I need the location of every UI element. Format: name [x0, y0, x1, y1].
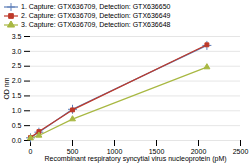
svg-text:1.5: 1.5 — [12, 92, 22, 99]
svg-text:2.0: 2.0 — [12, 77, 22, 84]
svg-text:1500: 1500 — [148, 148, 165, 156]
svg-text:3.5: 3.5 — [12, 33, 22, 40]
svg-text:1.0: 1.0 — [12, 107, 22, 114]
html-text:1. Capture: GTX636709, Detecti: 1. Capture: GTX636709, Detection: GTX636… — [21, 3, 171, 10]
html-text:2. Capture: GTX636709, Detecti: 2. Capture: GTX636709, Detection: GTX636… — [21, 12, 171, 19]
svg-text:3.0: 3.0 — [12, 48, 22, 55]
svg-text:0: 0 — [29, 148, 33, 155]
svg-text:0.5: 0.5 — [12, 122, 22, 129]
svg-text:Recombinant respiratory syncyt: Recombinant respiratory syncytial virus … — [44, 155, 226, 163]
svg-text:2500: 2500 — [233, 148, 249, 155]
svg-text:500: 500 — [66, 148, 79, 156]
svg-text:OD nm: OD nm — [3, 77, 10, 99]
svg-text:2000: 2000 — [190, 148, 207, 156]
html-text:3. Capture: GTX636709, Detecti: 3. Capture: GTX636709, Detection: GTX636… — [21, 21, 171, 28]
svg-text:2.5: 2.5 — [12, 62, 22, 69]
svg-text:0.0: 0.0 — [12, 137, 22, 144]
svg-text:1000: 1000 — [106, 148, 123, 156]
